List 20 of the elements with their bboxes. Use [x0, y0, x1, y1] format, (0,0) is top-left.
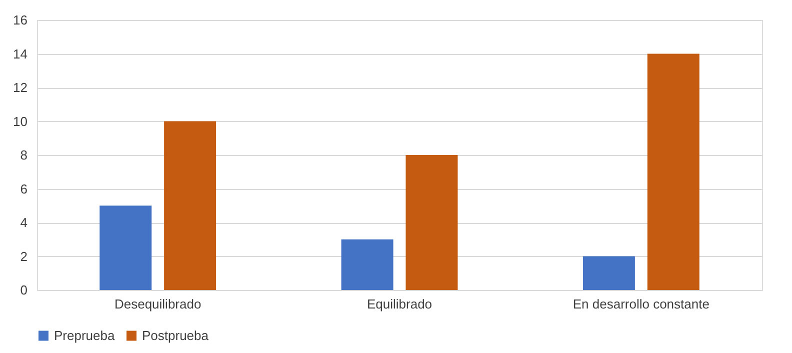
x-tick-label: Desequilibrado: [114, 296, 202, 312]
y-tick-label: 2: [20, 248, 28, 264]
bar: [341, 239, 394, 290]
x-tick-label: En desarrollo constante: [572, 296, 710, 312]
bar: [164, 121, 216, 290]
y-tick-label: 6: [20, 181, 28, 196]
y-tick-label: 14: [13, 46, 28, 62]
y-tick-label: 0: [20, 282, 28, 298]
y-tick-label: 4: [20, 215, 28, 230]
bar: [647, 54, 700, 290]
y-tick-label: 16: [13, 12, 28, 28]
legend-label: Postprueba: [142, 328, 210, 343]
y-tick-label: 12: [13, 80, 28, 95]
y-tick-label: 10: [13, 114, 28, 129]
x-tick-label: Equilibrado: [366, 296, 432, 312]
y-tick-label: 8: [20, 148, 28, 162]
legend-label: Preprueba: [54, 328, 116, 343]
bar: [100, 206, 152, 290]
bar: [582, 256, 635, 290]
bar: [406, 155, 458, 290]
